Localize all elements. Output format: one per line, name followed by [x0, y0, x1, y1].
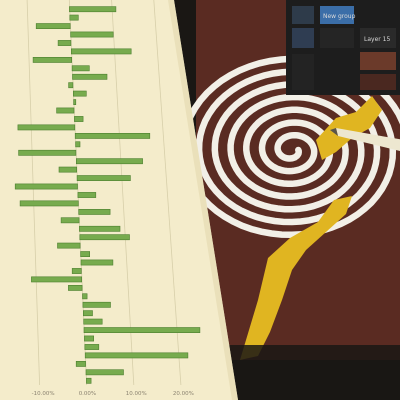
new-group-item[interactable]	[320, 6, 354, 24]
chart-bar	[17, 124, 76, 131]
yellow-paint-stroke-upper	[316, 96, 382, 160]
diverging-bar-chart: -10.00% 0.00% 10.00% 20.00%	[14, 0, 201, 397]
new-group-label: New group	[323, 13, 356, 20]
chart-bar	[79, 234, 130, 241]
chart-bar	[84, 344, 100, 350]
x-tick-label: -10.00%	[32, 391, 55, 397]
layers-panel: New group Layer 15	[286, 0, 400, 95]
chart-bar	[57, 40, 72, 46]
chart-bar	[75, 141, 81, 148]
chart-bar	[35, 23, 71, 29]
chart-bar	[82, 293, 88, 300]
tablet-screen: New group Layer 15	[172, 0, 400, 400]
chart-bar	[84, 335, 95, 342]
tool-strip	[292, 54, 314, 90]
chart-bar	[85, 369, 124, 376]
yellow-paint-stroke-lower	[240, 196, 352, 360]
gridline	[153, 0, 182, 386]
chart-bar	[80, 251, 90, 257]
chart-bar	[75, 360, 86, 367]
chart-bar	[60, 217, 80, 224]
chart-bar	[58, 166, 78, 173]
chart-bar	[73, 99, 77, 105]
chart-bar	[56, 107, 75, 114]
chart-bar	[76, 158, 143, 165]
apple-pencil	[330, 128, 400, 152]
chart-bar	[69, 6, 117, 13]
chart-bar	[78, 209, 111, 215]
chart-bar	[32, 56, 72, 63]
chart-bar	[68, 284, 83, 291]
chart-bar	[14, 183, 78, 190]
gridline	[26, 0, 40, 386]
chart-bar	[68, 82, 74, 89]
chart-bar	[80, 259, 114, 266]
chart-bar	[71, 268, 82, 274]
x-tick-label: 10.00%	[126, 391, 147, 397]
chart-bar	[83, 327, 201, 333]
chart-bar	[86, 377, 92, 384]
chart-bar	[70, 31, 114, 38]
chart-bar	[71, 48, 132, 55]
printed-paper	[0, 0, 238, 400]
chart-bar	[74, 116, 84, 122]
chart-bar	[18, 149, 77, 156]
chart-bar	[31, 276, 82, 283]
layer-thumbnail-icon[interactable]	[292, 6, 314, 24]
layer-15-label: Layer 15	[364, 36, 390, 43]
chart-bar	[84, 352, 189, 359]
chart-bar	[83, 310, 93, 317]
chart-bar	[71, 65, 90, 72]
layer-preview-thumbnail[interactable]	[360, 52, 396, 70]
chart-bar	[76, 175, 131, 181]
chart-bar	[77, 192, 97, 198]
x-tick-label: 0.00%	[79, 391, 96, 397]
paper-edge-shadow	[168, 0, 238, 400]
layer-thumbnail-icon-2[interactable]	[292, 28, 314, 48]
chart-bar	[19, 200, 79, 207]
chart-bar	[74, 133, 151, 139]
chart-bar	[83, 318, 103, 325]
chart-bar	[82, 301, 111, 308]
layer-row[interactable]	[320, 28, 354, 48]
chart-bar	[69, 14, 79, 21]
layer-row-right[interactable]	[360, 28, 396, 48]
gridline	[111, 0, 135, 386]
chart-bar	[73, 90, 87, 97]
chart-bar	[57, 242, 81, 249]
chart-bar	[79, 225, 121, 232]
chart-bar	[72, 73, 108, 80]
layer-preview-thumbnail-2[interactable]	[360, 74, 396, 90]
x-tick-label: 20.00%	[173, 391, 194, 397]
